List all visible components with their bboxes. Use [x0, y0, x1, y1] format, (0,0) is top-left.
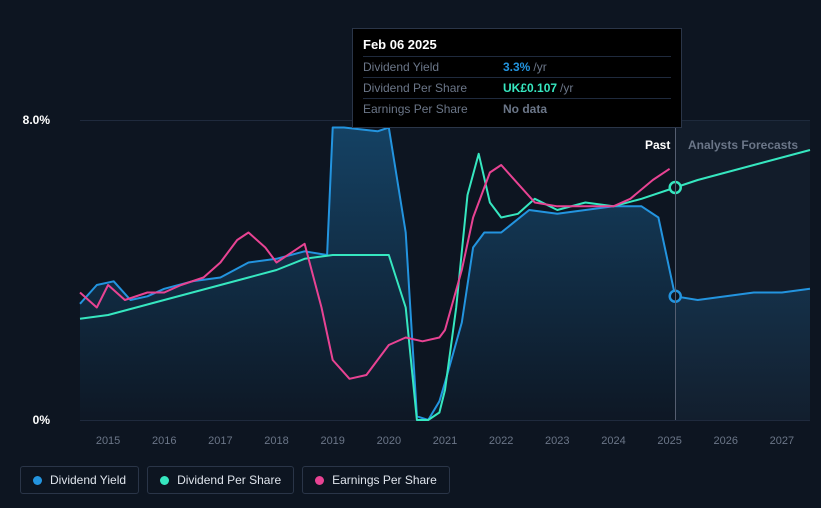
legend-dot: [33, 476, 42, 485]
x-tick: 2022: [489, 435, 513, 447]
grid-bottom: [80, 420, 810, 421]
tooltip: Feb 06 2025 Dividend Yield3.3%/yrDividen…: [352, 28, 682, 128]
legend-item-earnings-per-share[interactable]: Earnings Per Share: [302, 466, 450, 494]
tooltip-row: Earnings Per ShareNo data: [363, 98, 671, 119]
legend: Dividend Yield Dividend Per Share Earnings…: [20, 466, 450, 494]
plot-svg[interactable]: [80, 120, 810, 420]
legend-item-dividend-yield[interactable]: Dividend Yield: [20, 466, 139, 494]
x-tick: 2023: [545, 435, 569, 447]
legend-item-dividend-per-share[interactable]: Dividend Per Share: [147, 466, 294, 494]
x-tick: 2019: [320, 435, 344, 447]
tooltip-key: Dividend Yield: [363, 60, 503, 74]
tooltip-row: Dividend Per ShareUK£0.107/yr: [363, 77, 671, 98]
x-tick: 2017: [208, 435, 232, 447]
tooltip-date: Feb 06 2025: [363, 37, 671, 52]
x-tick: 2026: [714, 435, 738, 447]
hover-line: [675, 110, 676, 420]
x-tick: 2025: [657, 435, 681, 447]
x-tick: 2024: [601, 435, 625, 447]
x-tick: 2018: [264, 435, 288, 447]
y-axis-max: 8.0%: [23, 113, 50, 127]
x-tick: 2015: [96, 435, 120, 447]
x-tick: 2021: [433, 435, 457, 447]
x-tick: 2027: [770, 435, 794, 447]
x-tick: 2016: [152, 435, 176, 447]
dividend-chart: 8.0% 0% Past Analysts Forecasts 20152016…: [20, 10, 810, 450]
y-axis-min: 0%: [33, 413, 50, 427]
legend-dot: [315, 476, 324, 485]
legend-label: Dividend Per Share: [177, 473, 281, 487]
x-tick: 2020: [377, 435, 401, 447]
tooltip-unit: /yr: [533, 60, 546, 74]
legend-label: Earnings Per Share: [332, 473, 437, 487]
legend-label: Dividend Yield: [50, 473, 126, 487]
tooltip-value: 3.3%: [503, 60, 530, 74]
tooltip-key: Earnings Per Share: [363, 102, 503, 116]
tooltip-key: Dividend Per Share: [363, 81, 503, 95]
tooltip-value: No data: [503, 102, 547, 116]
legend-dot: [160, 476, 169, 485]
tooltip-row: Dividend Yield3.3%/yr: [363, 56, 671, 77]
tooltip-unit: /yr: [560, 81, 573, 95]
tooltip-value: UK£0.107: [503, 81, 557, 95]
